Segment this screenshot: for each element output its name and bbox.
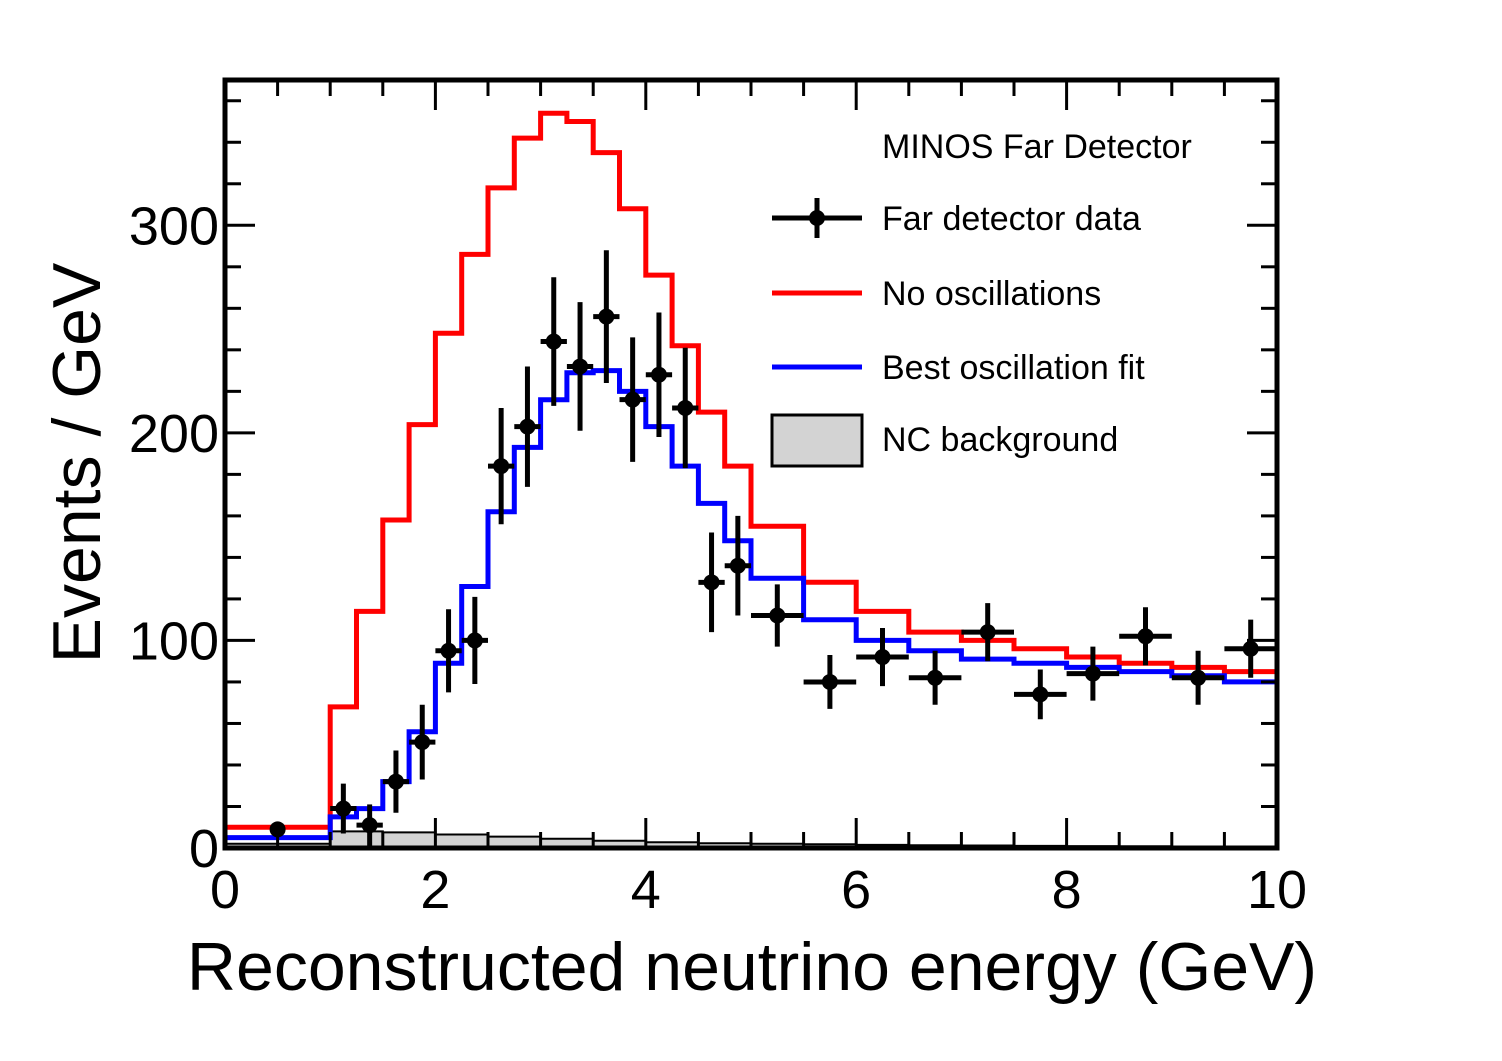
- legend-label-best-fit: Best oscillation fit: [882, 349, 1145, 387]
- data-point: [540, 277, 567, 406]
- data-point-marker: [624, 391, 641, 408]
- data-point-marker: [703, 574, 720, 591]
- data-point: [803, 654, 857, 709]
- data-point: [566, 302, 594, 431]
- data-point-marker: [572, 358, 589, 375]
- data-point: [751, 584, 804, 647]
- data-point: [356, 804, 383, 846]
- data-point-marker: [545, 333, 562, 350]
- data-point: [672, 347, 699, 469]
- data-point: [1066, 646, 1120, 701]
- data-point: [409, 704, 436, 780]
- legend: MINOS Far Detector Far detector data No …: [770, 128, 1192, 468]
- data-point-marker: [1032, 686, 1049, 703]
- series-no-oscillations-line: [225, 110, 1277, 830]
- data-point: [724, 515, 751, 616]
- legend-label-data: Far detector data: [882, 200, 1141, 238]
- legend-entry-best-fit: Best oscillation fit: [772, 349, 1145, 387]
- data-point: [461, 596, 488, 685]
- legend-entry-data: Far detector data: [772, 198, 1141, 238]
- legend-nc-swatch: [770, 413, 864, 468]
- legend-entry-nc: NC background: [770, 413, 1118, 468]
- data-point-marker: [493, 458, 510, 475]
- data-point-marker: [269, 821, 286, 838]
- data-point: [330, 783, 357, 834]
- data-point-marker: [821, 673, 838, 690]
- data-point-marker: [677, 399, 694, 416]
- data-point-marker: [519, 418, 536, 435]
- data-point-marker: [979, 624, 996, 641]
- data-point: [1171, 650, 1225, 705]
- data-point: [382, 750, 410, 813]
- data-point-marker: [650, 366, 667, 383]
- data-point-marker: [769, 607, 786, 624]
- data-point-marker: [598, 308, 615, 325]
- legend-header: MINOS Far Detector: [882, 128, 1192, 166]
- x-axis-title: Reconstructed neutrino energy (GeV): [187, 929, 1317, 1005]
- data-point: [961, 603, 1014, 662]
- data-point-marker: [1084, 665, 1101, 682]
- legend-label-nc: NC background: [882, 421, 1118, 459]
- data-point-marker: [361, 817, 378, 834]
- data-point: [619, 337, 646, 462]
- legend-entry-no-osc: No oscillations: [772, 275, 1101, 313]
- y-tick-label: 300: [129, 196, 219, 256]
- data-point: [1224, 619, 1277, 678]
- data-point-marker: [874, 649, 891, 666]
- y-tick-label: 200: [129, 404, 219, 464]
- data-point-marker: [1190, 669, 1207, 686]
- data-point: [593, 250, 620, 384]
- x-tick-label: 8: [1052, 860, 1082, 920]
- data-point-marker: [335, 800, 352, 817]
- y-tick-label: 100: [129, 611, 219, 671]
- y-axis-title: Events / GeV: [39, 262, 115, 663]
- x-tick-label: 2: [420, 860, 450, 920]
- y-tick-label: 0: [189, 819, 219, 879]
- data-point: [514, 366, 541, 487]
- data-point: [488, 407, 515, 525]
- data-point-marker: [1242, 640, 1259, 657]
- data-point-marker: [466, 632, 483, 649]
- data-point-marker: [440, 642, 457, 659]
- data-point: [645, 312, 673, 438]
- data-point: [698, 532, 725, 633]
- data-point-marker: [927, 669, 944, 686]
- data-point: [1119, 607, 1172, 666]
- data-point: [435, 609, 462, 693]
- data-point-marker: [387, 773, 404, 790]
- data-point-marker: [414, 734, 431, 751]
- x-tick-label: 6: [841, 860, 871, 920]
- x-tick-label: 0: [210, 860, 240, 920]
- x-tick-label: 10: [1247, 860, 1307, 920]
- data-point-marker: [1137, 628, 1154, 645]
- x-tick-label: 4: [631, 860, 661, 920]
- legend-data-marker: [809, 210, 825, 226]
- data-point: [856, 627, 909, 687]
- data-point: [269, 821, 286, 838]
- data-point: [1014, 669, 1067, 720]
- legend-label-no-osc: No oscillations: [882, 275, 1101, 313]
- data-point-marker: [729, 557, 746, 574]
- data-point: [908, 650, 962, 705]
